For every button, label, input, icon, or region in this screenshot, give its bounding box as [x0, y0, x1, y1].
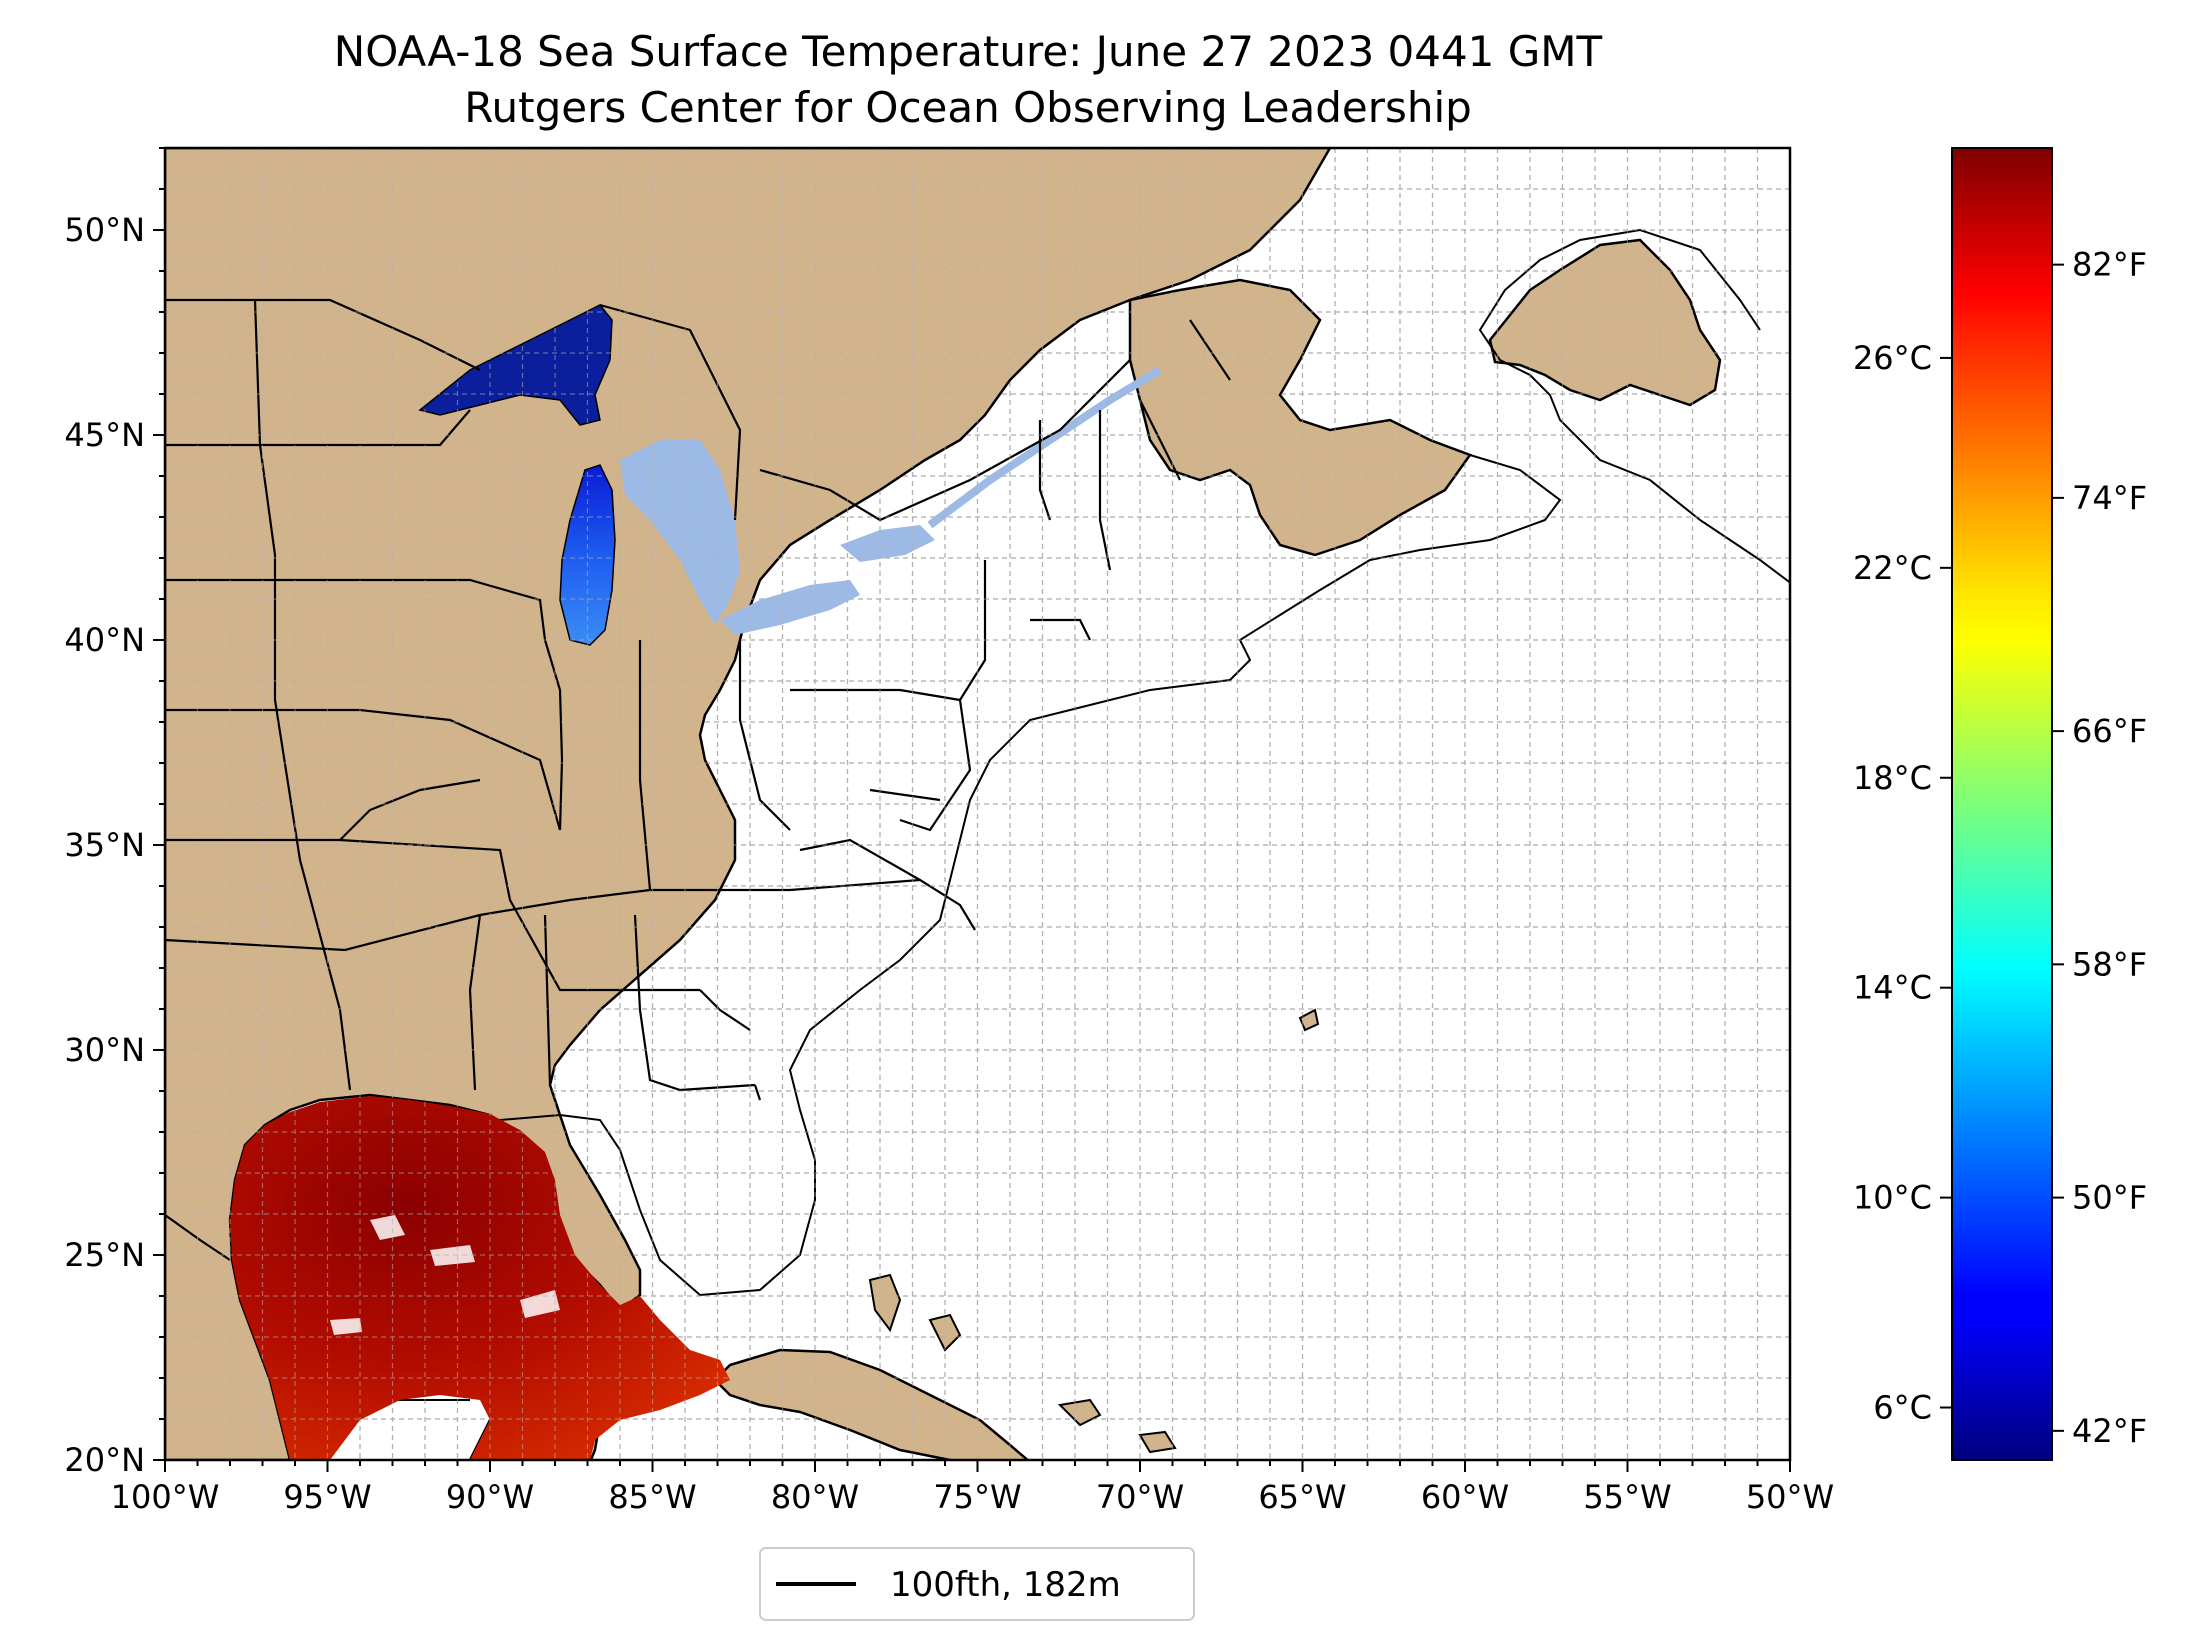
- title-line-1: NOAA-18 Sea Surface Temperature: June 27…: [334, 27, 1603, 76]
- longitude-ticks: 100°W 95°W 90°W 85°W 80°W 75°W 70°W 65°W 60°W 55°…: [111, 1460, 1834, 1516]
- lon-tick-label: 80°W: [771, 1478, 859, 1516]
- lat-tick-label: 25°N: [64, 1236, 145, 1274]
- lake-huron: [620, 440, 740, 625]
- map-area: [165, 148, 1790, 1460]
- sst-cloud-gaps: [330, 1175, 628, 1335]
- lon-tick-label: 100°W: [111, 1478, 220, 1516]
- land-bahamas: [868, 1008, 1320, 1454]
- fahrenheit-tick-label: 42°F: [2072, 1412, 2147, 1450]
- lake-erie: [720, 580, 860, 635]
- lat-tick-label: 45°N: [64, 416, 145, 454]
- land-cuba: [713, 1348, 1030, 1460]
- graticule-grid-overlay: [165, 148, 1790, 1460]
- celsius-tick-label: 14°C: [1853, 969, 1932, 1007]
- lake-ontario: [840, 525, 935, 562]
- celsius-tick-label: 26°C: [1853, 339, 1932, 377]
- colorbar: 6°C 10°C 14°C 18°C 22°C 26°C 42°F 50°F 58°F 66°F…: [1853, 147, 2147, 1461]
- lon-tick-label: 70°W: [1096, 1478, 1184, 1516]
- lon-tick-label: 75°W: [933, 1478, 1021, 1516]
- lat-tick-label: 20°N: [64, 1441, 145, 1479]
- lat-tick-label: 30°N: [64, 1031, 145, 1069]
- lon-tick-label: 65°W: [1258, 1478, 1346, 1516]
- lon-tick-label: 55°W: [1583, 1478, 1671, 1516]
- lon-tick-label: 90°W: [446, 1478, 534, 1516]
- celsius-tick-label: 18°C: [1853, 759, 1932, 797]
- fahrenheit-tick-label: 66°F: [2072, 712, 2147, 750]
- lake-superior: [418, 304, 613, 426]
- fahrenheit-tick-label: 74°F: [2072, 479, 2147, 517]
- latitude-ticks: 20°N 25°N 30°N 35°N 40°N 45°N 50°N: [64, 147, 165, 1479]
- colorbar-gradient: [1951, 147, 2053, 1461]
- sst-gulf-of-mexico: [230, 1096, 730, 1460]
- lon-tick-label: 60°W: [1421, 1478, 1509, 1516]
- lat-tick-label: 40°N: [64, 621, 145, 659]
- fahrenheit-tick-label: 50°F: [2072, 1179, 2147, 1217]
- legend-box: [759, 1547, 1195, 1621]
- celsius-tick-label: 10°C: [1853, 1179, 1932, 1217]
- lat-tick-label: 35°N: [64, 826, 145, 864]
- lon-tick-label: 50°W: [1746, 1478, 1834, 1516]
- colorbar-fahrenheit-ticks: 42°F 50°F 58°F 66°F 74°F 82°F: [2052, 246, 2147, 1450]
- celsius-tick-label: 22°C: [1853, 549, 1932, 587]
- legend: 100fth, 182m: [759, 1547, 1195, 1621]
- land-newfoundland: [1488, 238, 1722, 407]
- legend-label: 100fth, 182m: [890, 1565, 1121, 1605]
- lat-tick-label: 50°N: [64, 211, 145, 249]
- colorbar-celsius-ticks: 6°C 10°C 14°C 18°C 22°C 26°C: [1853, 339, 1952, 1427]
- lon-tick-label: 95°W: [283, 1478, 371, 1516]
- fahrenheit-tick-label: 82°F: [2072, 246, 2147, 284]
- celsius-tick-label: 6°C: [1873, 1389, 1932, 1427]
- fahrenheit-tick-label: 58°F: [2072, 945, 2147, 983]
- title-line-2: Rutgers Center for Ocean Observing Leade…: [464, 83, 1472, 132]
- saint-lawrence: [927, 366, 1163, 529]
- lon-tick-label: 85°W: [608, 1478, 696, 1516]
